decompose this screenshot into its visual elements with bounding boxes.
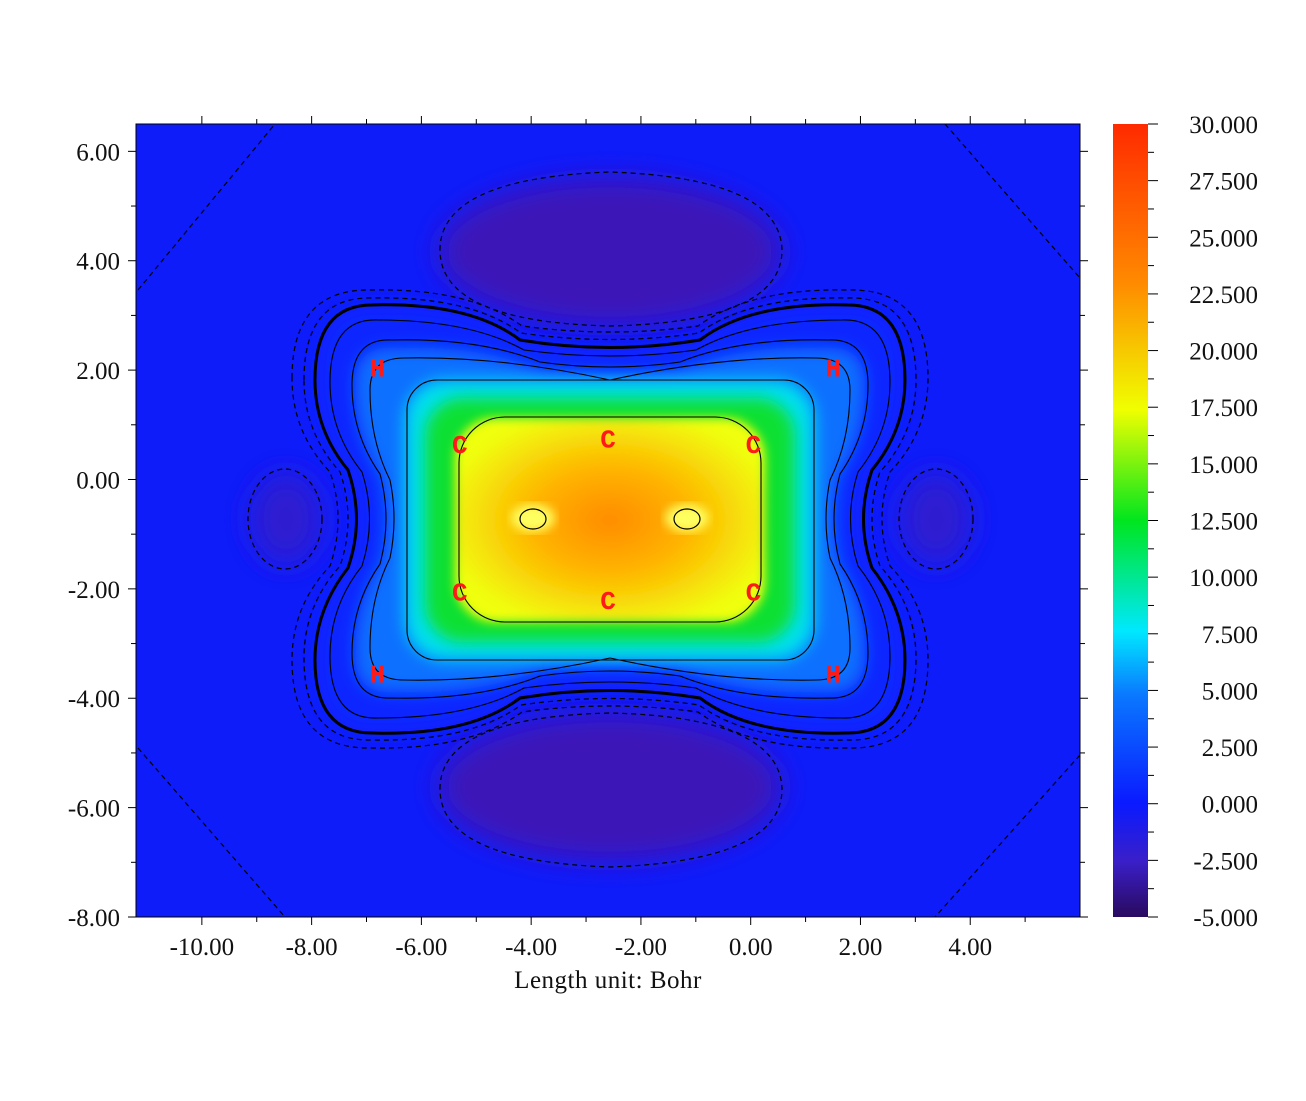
contour-dashed-right bbox=[898, 468, 974, 570]
negative-region-right bbox=[900, 473, 972, 565]
colorbar-ticks: 30.000 27.500 25.000 22.500 20.000 17.500 15.0… bbox=[1148, 112, 1258, 932]
x-tick-label: 4.00 bbox=[948, 934, 992, 961]
contour-dashed-shell-1 bbox=[291, 289, 929, 749]
contour-dashed-outer-ring bbox=[137, 124, 1080, 917]
y-tick-label: 2.00 bbox=[76, 358, 120, 385]
atom-label-c: C bbox=[746, 579, 762, 609]
contour-solid-shell-2 bbox=[329, 319, 891, 719]
atom-label-h: H bbox=[370, 354, 386, 384]
colorbar-tick-label: 22.500 bbox=[1189, 282, 1258, 309]
colorbar-tick-label: 20.000 bbox=[1189, 339, 1258, 366]
x-tick-label: -2.00 bbox=[615, 934, 667, 961]
contour-solid-shell-3 bbox=[351, 339, 869, 699]
x-axis-ticks: -10.00 -8.00 -6.00 -4.00 -2.00 0.00 2.00 4.00 bbox=[170, 116, 1026, 961]
colorbar-tick-label: 2.500 bbox=[1202, 735, 1258, 762]
colorbar-tick-label: 17.500 bbox=[1189, 395, 1258, 422]
y-tick-label: -2.00 bbox=[68, 577, 120, 604]
contour-dashed-left bbox=[247, 468, 323, 570]
contour-solid-shell-thick bbox=[313, 303, 907, 735]
atom-label-c: C bbox=[600, 587, 616, 617]
contour-solid-minimum-left bbox=[519, 508, 547, 530]
x-axis-title: Length unit: Bohr bbox=[514, 967, 702, 994]
heatmap-plot-area: H H H H C C C C C C bbox=[136, 124, 1080, 917]
atom-label-c: C bbox=[600, 425, 616, 455]
x-tick-label: 0.00 bbox=[729, 934, 773, 961]
colorbar-tick-label: 5.000 bbox=[1202, 678, 1258, 705]
y-axis-ticks: -8.00 -6.00 -4.00 -2.00 0.00 2.00 4.00 6.00 bbox=[68, 139, 1088, 932]
colorbar-tick-label: 7.500 bbox=[1202, 622, 1258, 649]
atom-label-h: H bbox=[370, 661, 386, 691]
density-layers bbox=[315, 304, 905, 734]
colorbar-tick-label: 15.000 bbox=[1189, 452, 1258, 479]
y-tick-label: 4.00 bbox=[76, 249, 120, 276]
contour-solid-level-20 bbox=[458, 416, 762, 623]
negative-region-bottom bbox=[438, 713, 782, 861]
density-minimum-right bbox=[665, 504, 709, 532]
colorbar-tick-label: 27.500 bbox=[1189, 169, 1258, 196]
contour-solid-level-5 bbox=[406, 379, 815, 661]
contour-dashed-top bbox=[439, 171, 783, 327]
y-tick-label: -6.00 bbox=[68, 796, 120, 823]
colorbar-tick-label: 25.000 bbox=[1189, 225, 1258, 252]
negative-region-top bbox=[438, 178, 782, 326]
y-tick-label: -8.00 bbox=[68, 905, 120, 932]
negative-regions bbox=[250, 178, 972, 861]
contour-dashed-bottom bbox=[439, 712, 783, 868]
atom-label-h: H bbox=[825, 354, 841, 384]
colorbar-tick-label: -2.500 bbox=[1193, 848, 1258, 875]
x-tick-label: -10.00 bbox=[170, 934, 235, 961]
atom-label-c: C bbox=[452, 431, 468, 461]
y-tick-label: -4.00 bbox=[68, 686, 120, 713]
x-tick-label: 2.00 bbox=[839, 934, 883, 961]
colorbar-tick-label: -5.000 bbox=[1193, 905, 1258, 932]
colorbar-tick-label: 0.000 bbox=[1202, 792, 1258, 819]
colorbar-gradient bbox=[1113, 124, 1148, 917]
positive-contours bbox=[313, 303, 907, 735]
plot-frame bbox=[135, 123, 1081, 918]
x-tick-label: -6.00 bbox=[395, 934, 447, 961]
x-tick-label: -8.00 bbox=[286, 934, 338, 961]
contour-solid-minimum-right bbox=[673, 508, 701, 530]
negative-contours bbox=[137, 124, 1080, 917]
density-core bbox=[455, 418, 765, 622]
colorbar: 30.000 27.500 25.000 22.500 20.000 17.500 15.0… bbox=[1113, 112, 1258, 932]
y-tick-label: 6.00 bbox=[76, 139, 120, 166]
atom-label-c: C bbox=[746, 431, 762, 461]
y-tick-label: 0.00 bbox=[76, 467, 120, 494]
atom-labels: H H H H C C C C C C bbox=[370, 354, 841, 690]
colorbar-tick-label: 30.000 bbox=[1189, 112, 1258, 139]
x-tick-label: -4.00 bbox=[505, 934, 557, 961]
contour-dashed-shell-2 bbox=[303, 297, 917, 741]
colorbar-tick-label: 10.000 bbox=[1189, 565, 1258, 592]
atom-label-c: C bbox=[452, 579, 468, 609]
colorbar-tick-label: 12.500 bbox=[1189, 509, 1258, 536]
negative-region-left bbox=[250, 473, 322, 565]
contour-solid-shell-4 bbox=[369, 357, 851, 681]
atom-label-h: H bbox=[825, 661, 841, 691]
density-minimum-left bbox=[511, 504, 555, 532]
